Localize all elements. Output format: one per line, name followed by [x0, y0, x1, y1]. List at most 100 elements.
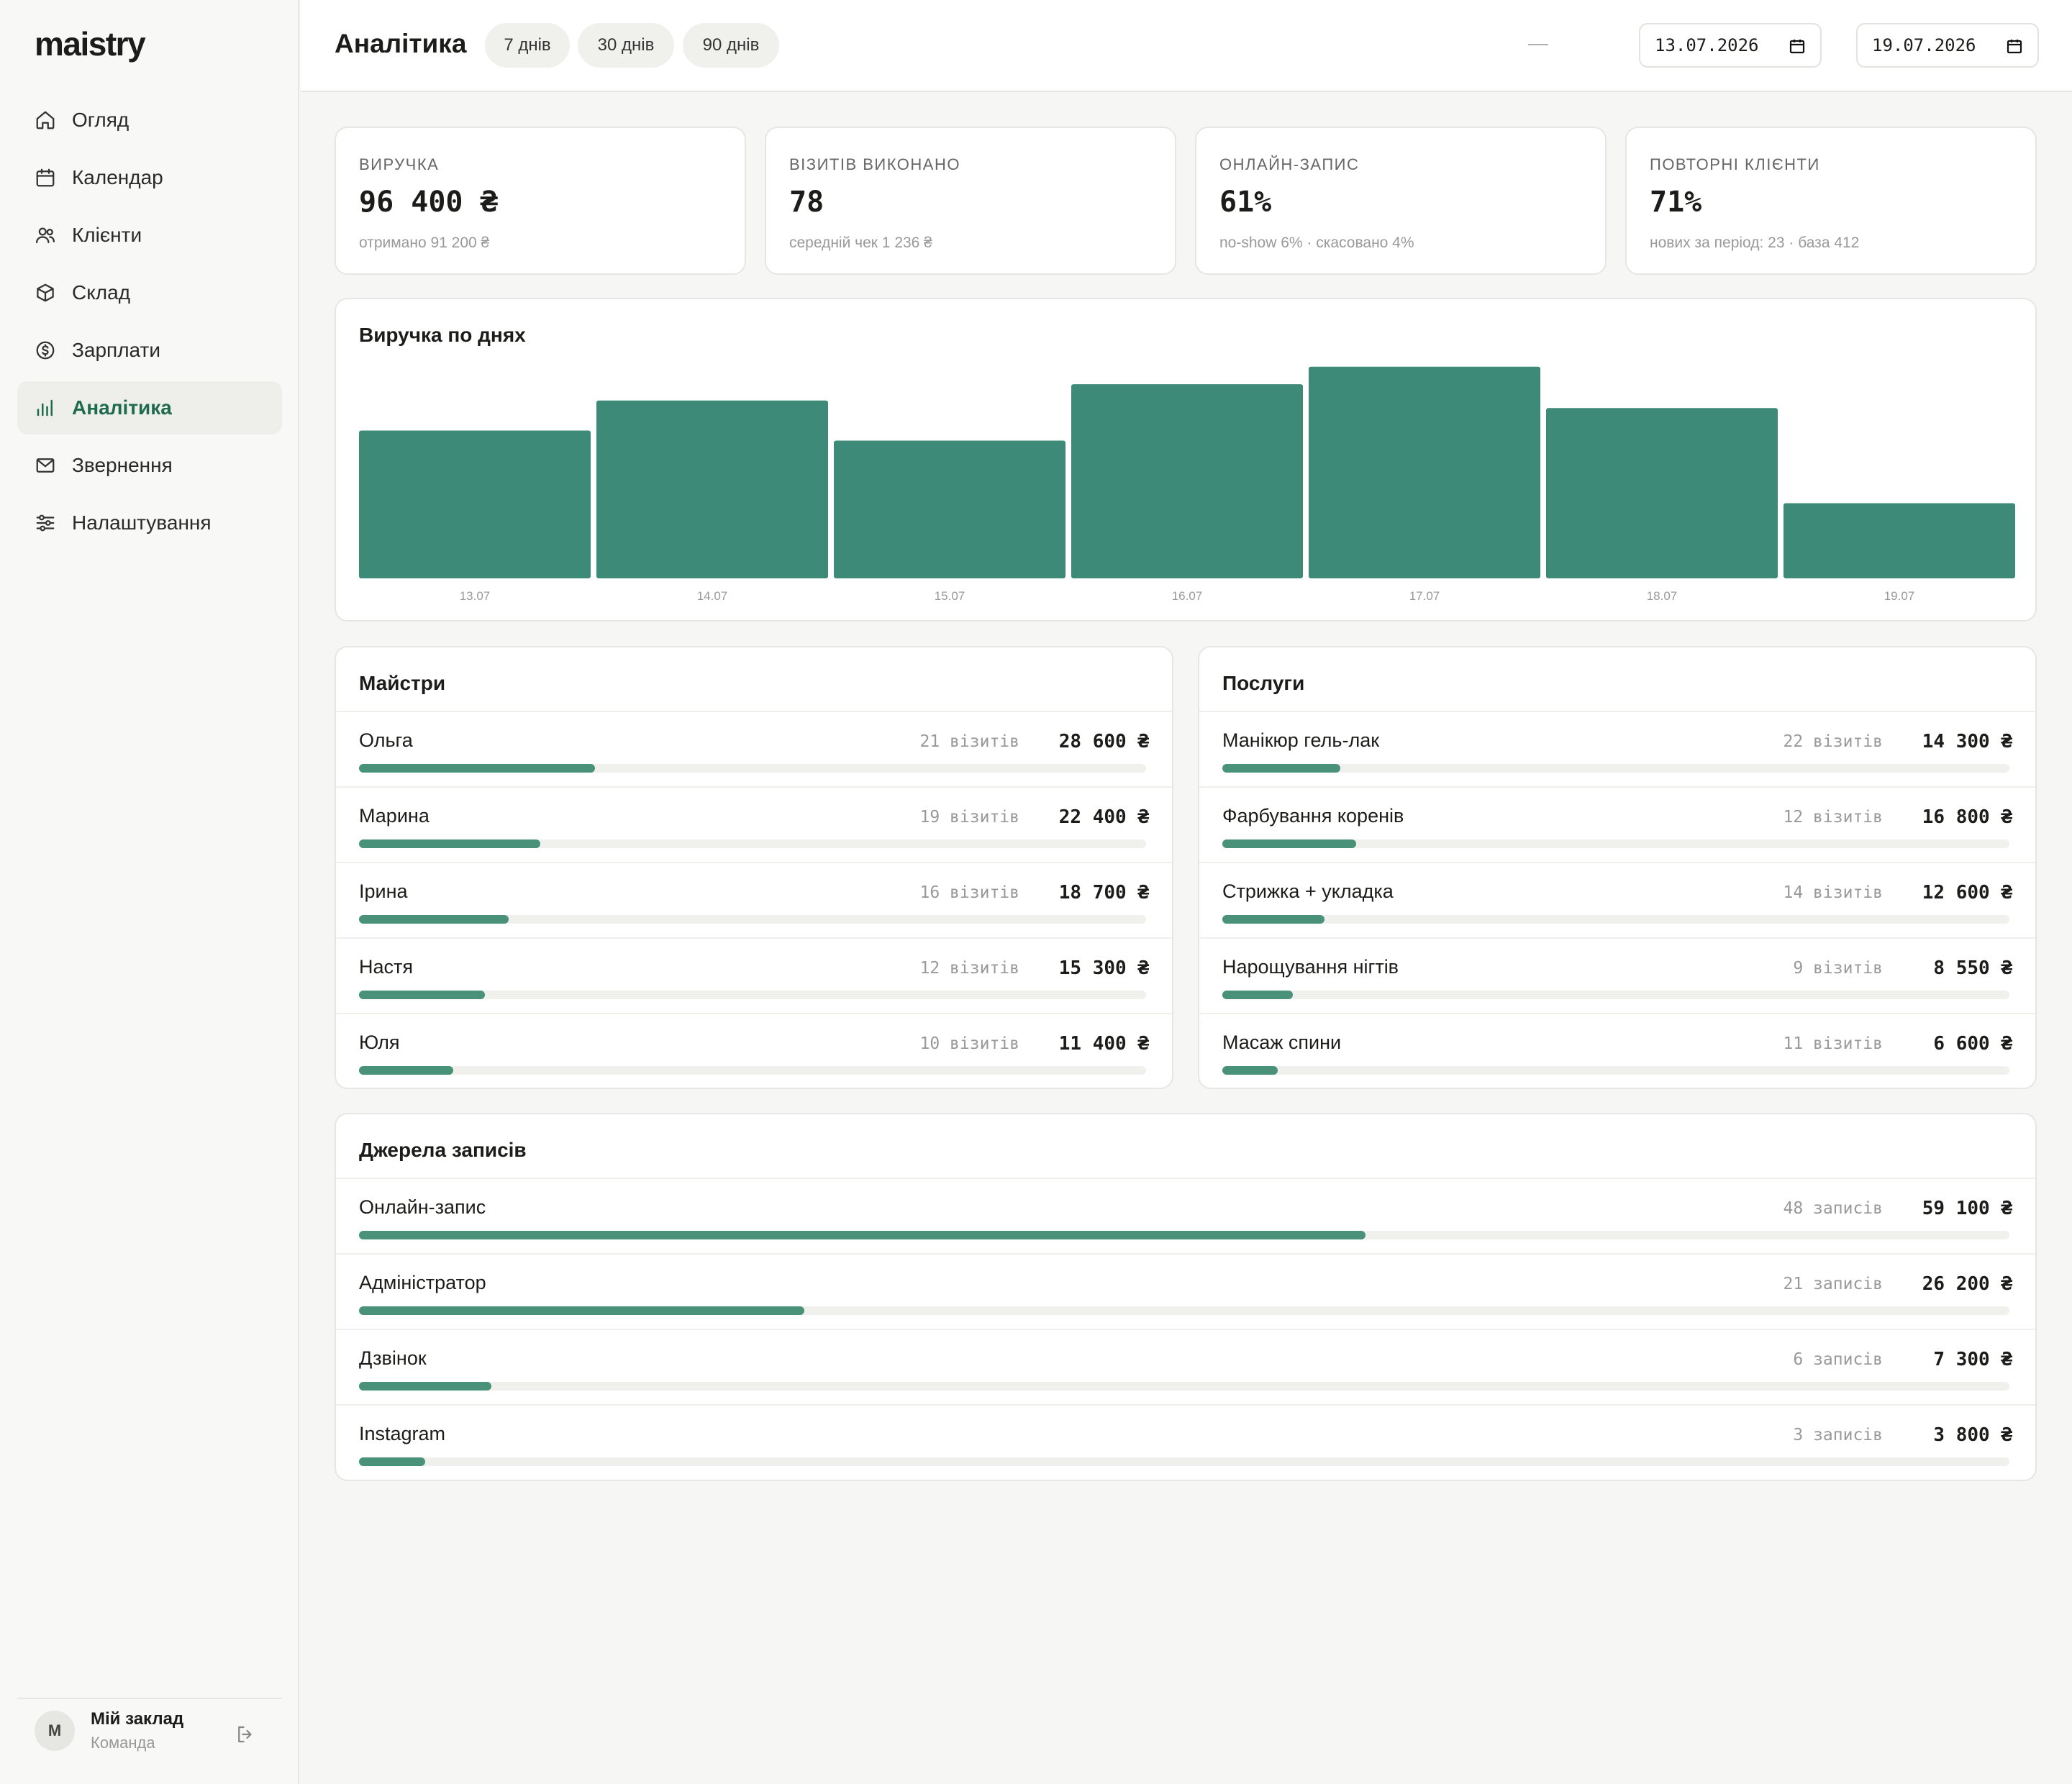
calendar-icon[interactable]	[1789, 37, 1806, 55]
kpi-sub: отримано 91 200 ₴	[359, 235, 490, 251]
kpi-sub: нових за період: 23 · база 412	[1650, 235, 1860, 251]
list-item: Манікюр гель-лак 22 візитів 14 300 ₴	[1199, 711, 2035, 786]
masters-card: Майстри Ольга 21 візитів 28 600 ₴ Марина 19 …	[335, 646, 1173, 1089]
revenue-bar-chart: 13.07 14.07 15.07 16.07 17.07 18.07 19.07	[359, 366, 2015, 603]
sidebar-item-warehouse[interactable]: Склад	[17, 266, 282, 319]
sidebar-item-requests[interactable]: Звернення	[17, 439, 282, 492]
period-7-button[interactable]: 7 днів	[485, 23, 570, 68]
share-fill	[1222, 991, 1294, 999]
date-separator: —	[1528, 32, 1548, 54]
share-fill	[1222, 1066, 1278, 1075]
avatar: М	[35, 1711, 75, 1751]
item-name: Адміністратор	[359, 1272, 486, 1293]
item-name: Ольга	[359, 729, 413, 751]
users-icon	[36, 227, 55, 244]
x-tick-label: 14.07	[697, 589, 728, 603]
list-item: Фарбування коренів 12 візитів 16 800 ₴	[1199, 786, 2035, 862]
dollar-icon	[36, 341, 55, 360]
list-item: Юля 10 візитів 11 400 ₴	[336, 1013, 1172, 1088]
x-tick-label: 13.07	[460, 589, 491, 603]
sidebar-item-analytics[interactable]: Аналітика	[17, 381, 282, 434]
revenue-bar[interactable]	[1071, 384, 1303, 578]
share-fill	[359, 991, 486, 999]
sidebar-item-overview[interactable]: Огляд	[17, 94, 282, 147]
x-tick-label: 17.07	[1409, 589, 1440, 603]
kpi-label: ПОВТОРНІ КЛІЄНТИ	[1650, 155, 1820, 173]
x-tick-label: 15.07	[935, 589, 965, 603]
sidebar-item-settings[interactable]: Налаштування	[17, 496, 282, 550]
date-from-input[interactable]: 13.07.2026	[1639, 23, 1822, 68]
share-track	[1222, 1066, 2009, 1075]
period-90-button[interactable]: 90 днів	[683, 23, 779, 68]
item-count: 14 візитів	[1783, 883, 1883, 902]
sidebar-nav: Огляд Календар Клієнти Склад Зарплати Ан…	[17, 94, 282, 554]
item-amount: 28 600 ₴	[1058, 731, 1149, 752]
sidebar-item-clients[interactable]: Клієнти	[17, 209, 282, 262]
period-30-button[interactable]: 30 днів	[578, 23, 674, 68]
item-count: 48 записів	[1783, 1199, 1883, 1218]
date-to-input[interactable]: 19.07.2026	[1856, 23, 2039, 68]
app-logo[interactable]: maistry	[35, 25, 146, 63]
item-count: 10 візитів	[919, 1034, 1019, 1053]
page-title: Аналітика	[335, 29, 467, 58]
chart-title: Виручка по днях	[359, 324, 526, 346]
kpi-card-revenue: ВИРУЧКА 96 400 ₴ отримано 91 200 ₴	[335, 127, 746, 275]
share-track	[359, 839, 1146, 848]
share-fill	[359, 1231, 1366, 1239]
item-amount: 12 600 ₴	[1922, 882, 2012, 904]
mail-icon	[36, 458, 55, 473]
share-track	[359, 1382, 2009, 1391]
item-name: Дзвінок	[359, 1347, 427, 1369]
x-tick-label: 18.07	[1647, 589, 1678, 603]
item-amount: 6 600 ₴	[1933, 1033, 2012, 1055]
services-card: Послуги Манікюр гель-лак 22 візитів 14 300…	[1198, 646, 2037, 1089]
revenue-bar[interactable]	[359, 430, 591, 578]
kpi-value: 78	[789, 186, 824, 219]
revenue-bar[interactable]	[834, 440, 1065, 578]
kpi-value: 96 400 ₴	[359, 186, 498, 219]
share-track	[1222, 839, 2009, 848]
venue-role: Команда	[91, 1734, 155, 1752]
sidebar-item-label: Налаштування	[72, 511, 212, 534]
chart-icon	[37, 399, 53, 417]
revenue-bar[interactable]	[1546, 408, 1778, 578]
sources-card: Джерела записів Онлайн-запис 48 записів 59…	[335, 1113, 2037, 1481]
account-panel: М Мій заклад Команда	[17, 1698, 282, 1762]
item-amount: 3 800 ₴	[1933, 1424, 2012, 1446]
item-name: Фарбування коренів	[1222, 805, 1404, 827]
sidebar-item-calendar[interactable]: Календар	[17, 151, 282, 204]
item-amount: 26 200 ₴	[1922, 1273, 2012, 1295]
sidebar-item-label: Зарплати	[72, 339, 160, 361]
logout-icon[interactable]	[235, 1724, 256, 1745]
item-amount: 11 400 ₴	[1058, 1033, 1149, 1055]
share-track	[359, 1066, 1146, 1075]
item-count: 9 візитів	[1793, 959, 1883, 978]
kpi-card-visits: ВІЗИТІВ ВИКОНАНО 78 середній чек 1 236 ₴	[765, 127, 1176, 275]
share-fill	[1222, 839, 1356, 848]
item-count: 12 візитів	[919, 959, 1019, 978]
share-fill	[359, 915, 509, 924]
calendar-icon[interactable]	[2006, 37, 2023, 55]
sidebar-item-salaries[interactable]: Зарплати	[17, 324, 282, 377]
item-name: Юля	[359, 1032, 400, 1053]
item-name: Стрижка + укладка	[1222, 880, 1394, 902]
revenue-bar[interactable]	[596, 400, 828, 578]
item-count: 3 записів	[1793, 1426, 1883, 1444]
list-item: Нарощування нігтів 9 візитів 8 550 ₴	[1199, 937, 2035, 1013]
item-amount: 59 100 ₴	[1922, 1198, 2012, 1219]
revenue-bar[interactable]	[1784, 503, 2015, 578]
revenue-bar[interactable]	[1309, 366, 1540, 578]
item-count: 6 записів	[1793, 1350, 1883, 1369]
list-item: Ірина 16 візитів 18 700 ₴	[336, 862, 1172, 937]
sidebar-item-label: Аналітика	[72, 396, 172, 419]
item-count: 12 візитів	[1783, 808, 1883, 827]
share-track	[359, 1457, 2009, 1466]
share-track	[359, 1231, 2009, 1239]
list-item: Марина 19 візитів 22 400 ₴	[336, 786, 1172, 862]
share-track	[1222, 915, 2009, 924]
item-count: 21 записів	[1783, 1275, 1883, 1293]
share-fill	[359, 1382, 491, 1391]
share-fill	[359, 1457, 425, 1466]
share-fill	[359, 1066, 454, 1075]
x-tick-label: 19.07	[1884, 589, 1915, 603]
